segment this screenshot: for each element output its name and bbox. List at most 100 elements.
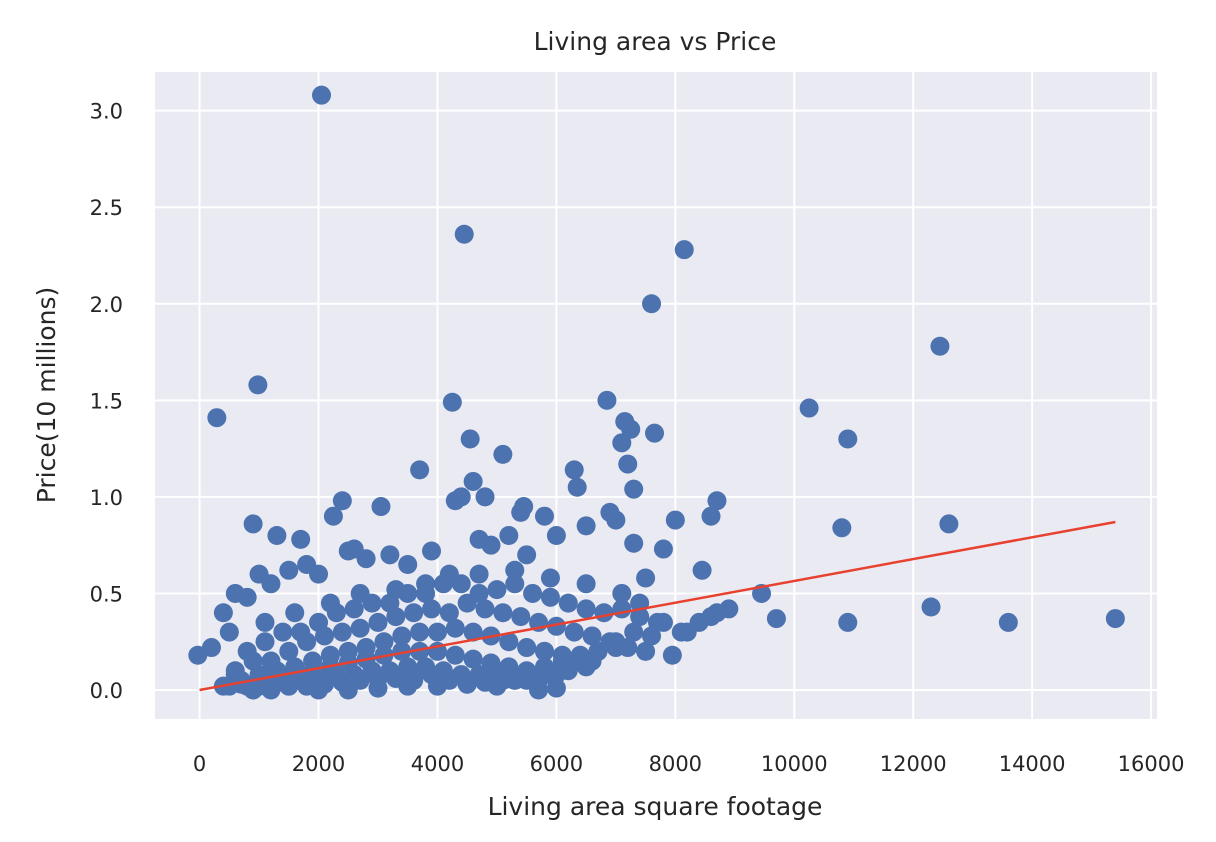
data-point [386,607,406,627]
data-point [463,471,483,491]
data-point [312,85,332,105]
x-tick-label: 8000 [649,752,702,776]
data-point [338,680,358,700]
data-point [535,506,555,526]
data-point [213,603,233,623]
data-point [594,603,614,623]
data-point [404,603,424,623]
data-point [493,603,513,623]
data-point [279,641,299,661]
y-axis-label: Price(10 millions) [32,287,61,504]
data-point [380,545,400,565]
data-point [636,568,656,588]
data-point [285,603,305,623]
data-point [838,612,858,632]
data-point [621,419,641,439]
x-tick-label: 10000 [761,752,828,776]
data-point [540,568,560,588]
data-point [427,676,447,696]
data-point [475,599,495,619]
data-point [374,632,394,652]
data-point [422,541,442,561]
data-point [546,665,566,685]
data-point [207,408,227,428]
data-point [517,545,537,565]
data-point [653,612,673,632]
data-point [558,593,578,613]
data-point [309,680,329,700]
data-point [529,680,549,700]
data-point [261,574,281,594]
data-point [838,429,858,449]
data-point [535,641,555,661]
x-tick-label: 12000 [880,752,947,776]
data-point [582,626,602,646]
data-point [692,560,712,580]
data-point [567,477,587,497]
data-point [517,638,537,658]
data-point [392,626,412,646]
data-point [350,618,370,638]
y-tick-label: 2.0 [90,293,123,317]
data-point [362,593,382,613]
data-point [433,574,453,594]
data-point [332,491,352,511]
data-point [511,607,531,627]
data-point [225,583,245,603]
data-point [514,497,534,517]
data-point [707,491,727,511]
data-point [499,526,519,546]
data-point [582,651,602,671]
data-point [612,583,632,603]
data-point [799,398,819,418]
data-point [921,597,941,617]
data-point [451,574,471,594]
data-point [368,678,388,698]
y-tick-label: 3.0 [90,100,123,124]
data-point [326,603,346,623]
y-tick-label: 1.0 [90,486,123,510]
data-point [457,674,477,694]
data-point [624,622,644,642]
data-point [930,336,950,356]
data-point [249,676,269,696]
data-point [188,645,208,665]
data-point [248,375,268,395]
data-point [618,454,638,474]
data-point [297,632,317,652]
data-point [832,518,852,538]
data-point [998,612,1018,632]
data-point [445,491,465,511]
data-point [460,429,480,449]
data-point [404,670,424,690]
data-point [564,460,584,480]
data-point [546,526,566,546]
data-point [267,526,287,546]
data-point [469,564,489,584]
y-tick-label: 0.0 [90,679,123,703]
x-tick-label: 16000 [1118,752,1185,776]
data-point [344,599,364,619]
data-point [523,583,543,603]
data-point [662,645,682,665]
data-point [624,533,644,553]
x-tick-label: 2000 [292,752,345,776]
data-point [546,616,566,636]
data-point [445,645,465,665]
data-point [487,580,507,600]
data-point [427,622,447,642]
data-point [243,514,263,534]
data-point [636,641,656,661]
data-point [540,587,560,607]
x-tick-label: 0 [193,752,206,776]
regression-line-layer [199,520,1116,692]
data-point [576,516,596,536]
data-point [368,612,388,632]
data-point [487,676,507,696]
x-tick-labels: 0 2000 4000 6000 8000 10000 12000 14000 16000 [193,752,1185,776]
data-point [624,479,644,499]
data-point [499,632,519,652]
data-point [719,599,739,619]
data-point [606,510,626,530]
data-point [332,622,352,642]
